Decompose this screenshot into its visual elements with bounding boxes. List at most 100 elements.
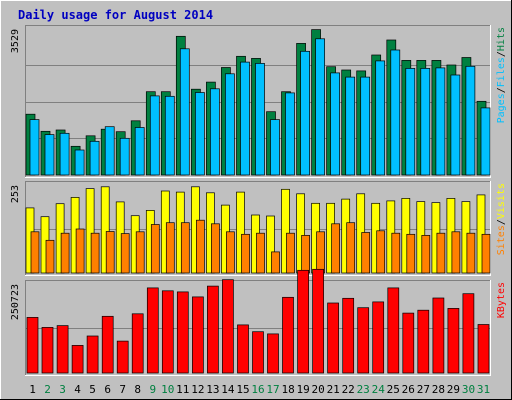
bar-kbytes-4	[71, 345, 84, 374]
x-tick-label: 30	[462, 383, 475, 396]
bar-files-28	[435, 67, 446, 176]
panel-max-label: 3529	[10, 29, 21, 53]
bar-files-15	[240, 61, 250, 176]
panel-visits-sites: 253 Sites/Visits	[10, 181, 507, 276]
bar-kbytes-21	[327, 302, 339, 374]
bar-kbytes-18	[282, 296, 294, 374]
bar-files-21	[330, 72, 340, 176]
x-tick-label: 24	[372, 383, 386, 396]
panel-legend: KBytes	[496, 282, 507, 318]
x-tick-label: 19	[296, 383, 309, 396]
bar-visits-17	[266, 215, 275, 274]
bar-files-10	[164, 95, 175, 176]
x-tick-label: 23	[357, 383, 370, 396]
bar-kbytes-7	[116, 340, 129, 374]
x-tick-label: 10	[161, 383, 174, 396]
bar-sites-5	[90, 232, 100, 274]
bar-files-1	[29, 119, 40, 176]
x-tick-label: 2	[44, 383, 51, 396]
x-tick-label: 6	[104, 383, 111, 396]
bar-files-30	[465, 65, 476, 176]
bar-files-8	[134, 127, 145, 176]
bar-sites-21	[331, 223, 340, 274]
bar-kbytes-27	[417, 309, 430, 374]
bar-kbytes-11	[176, 291, 189, 374]
panels-layer: 3529Pages/Files/Hits253Sites/Visits25072…	[10, 25, 507, 376]
bar-kbytes-25	[387, 287, 400, 374]
x-tick-label: 12	[191, 383, 204, 396]
x-tick-label: 29	[447, 383, 460, 396]
bar-kbytes-26	[402, 312, 415, 374]
bar-files-26	[405, 68, 416, 176]
legend-item: Files	[496, 57, 507, 87]
bar-sites-28	[436, 232, 446, 274]
legend-item: /	[496, 51, 507, 57]
bar-sites-30	[466, 232, 476, 274]
x-tick-label: 31	[477, 383, 490, 396]
bar-visits-5	[85, 188, 95, 274]
legend-item: Visits	[496, 183, 507, 219]
x-tick-label: 25	[387, 383, 400, 396]
bar-sites-17	[271, 251, 280, 274]
bar-kbytes-10	[161, 290, 174, 374]
bar-kbytes-29	[447, 308, 460, 374]
bar-files-2	[44, 134, 55, 176]
bar-sites-13	[211, 223, 220, 274]
x-tick-label: 20	[311, 383, 324, 396]
panel-max-label: 250723	[10, 284, 21, 320]
x-tick-label: 14	[221, 383, 235, 396]
legend-item: Pages	[496, 93, 507, 123]
bar-sites-19	[301, 235, 310, 274]
bar-sites-22	[346, 222, 356, 274]
chart-title: Daily usage for August 2014	[18, 8, 213, 22]
bar-files-12	[195, 92, 205, 176]
legend-item: Hits	[496, 27, 507, 51]
bar-kbytes-22	[342, 297, 355, 374]
bar-kbytes-12	[192, 296, 204, 374]
bar-sites-1	[30, 231, 40, 274]
bar-kbytes-1	[26, 317, 39, 374]
bar-sites-31	[481, 233, 491, 274]
bar-files-6	[104, 126, 115, 176]
x-tick-label: 7	[119, 383, 126, 396]
panel-legend: Pages/Files/Hits	[496, 27, 507, 123]
x-tick-label: 27	[417, 383, 430, 396]
bar-sites-27	[421, 235, 431, 274]
bar-sites-2	[45, 239, 55, 274]
bar-files-18	[285, 92, 295, 176]
bar-visits-18	[281, 188, 290, 274]
x-tick-label: 18	[281, 383, 294, 396]
x-tick-label: 22	[342, 383, 355, 396]
x-tick-label: 9	[149, 383, 156, 396]
bar-files-14	[225, 73, 235, 176]
bar-kbytes-9	[146, 287, 159, 374]
bar-kbytes-3	[56, 325, 69, 374]
x-tick-label: 17	[266, 383, 279, 396]
bar-visits-6	[100, 186, 110, 274]
bar-kbytes-19	[297, 269, 309, 374]
bar-files-22	[345, 76, 356, 176]
x-tick-label: 28	[432, 383, 445, 396]
bar-files-25	[390, 49, 401, 176]
x-tick-label: 3	[59, 383, 66, 396]
x-tick-label: 8	[134, 383, 141, 396]
bar-kbytes-6	[101, 315, 114, 374]
legend-item: /	[496, 219, 507, 225]
bar-sites-12	[196, 219, 205, 274]
bar-kbytes-31	[477, 324, 490, 374]
bar-files-16	[255, 63, 265, 176]
x-tick-label: 26	[402, 383, 415, 396]
legend-item: Sites	[496, 225, 507, 255]
bar-sites-7	[120, 233, 130, 274]
bar-files-7	[119, 137, 130, 176]
bar-sites-8	[135, 231, 145, 274]
bar-kbytes-13	[207, 285, 219, 374]
x-tick-label: 4	[74, 383, 81, 396]
bar-kbytes-2	[41, 327, 54, 374]
bar-files-3	[59, 132, 70, 176]
panel-kbytes: 250723 KBytes	[10, 268, 507, 376]
bar-files-5	[89, 140, 100, 176]
bar-sites-9	[150, 224, 160, 274]
